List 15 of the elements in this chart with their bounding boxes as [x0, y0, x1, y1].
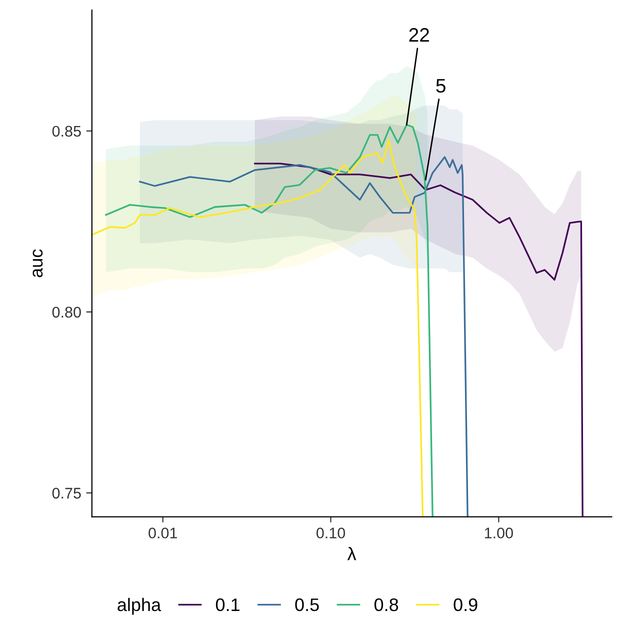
legend-title: alpha [118, 598, 162, 615]
x-tick-label: 1.00 [484, 528, 513, 538]
annotation: 22 [409, 28, 429, 42]
y-tick-label: 0.85 [52, 126, 81, 137]
annotation: 5 [436, 79, 446, 93]
x-tick-label: 0.01 [148, 528, 177, 538]
legend-label: 0.9 [454, 598, 478, 612]
x-axis-title: λ [347, 547, 356, 560]
x-tick-label: 0.10 [316, 528, 346, 538]
legend-label: 0.8 [374, 598, 398, 612]
legend-label: 0.5 [295, 598, 319, 612]
y-tick-label: 0.75 [52, 488, 81, 499]
legend-label: 0.1 [216, 598, 240, 612]
y-tick-label: 0.80 [52, 306, 81, 318]
y-axis-title: auc [32, 249, 43, 278]
